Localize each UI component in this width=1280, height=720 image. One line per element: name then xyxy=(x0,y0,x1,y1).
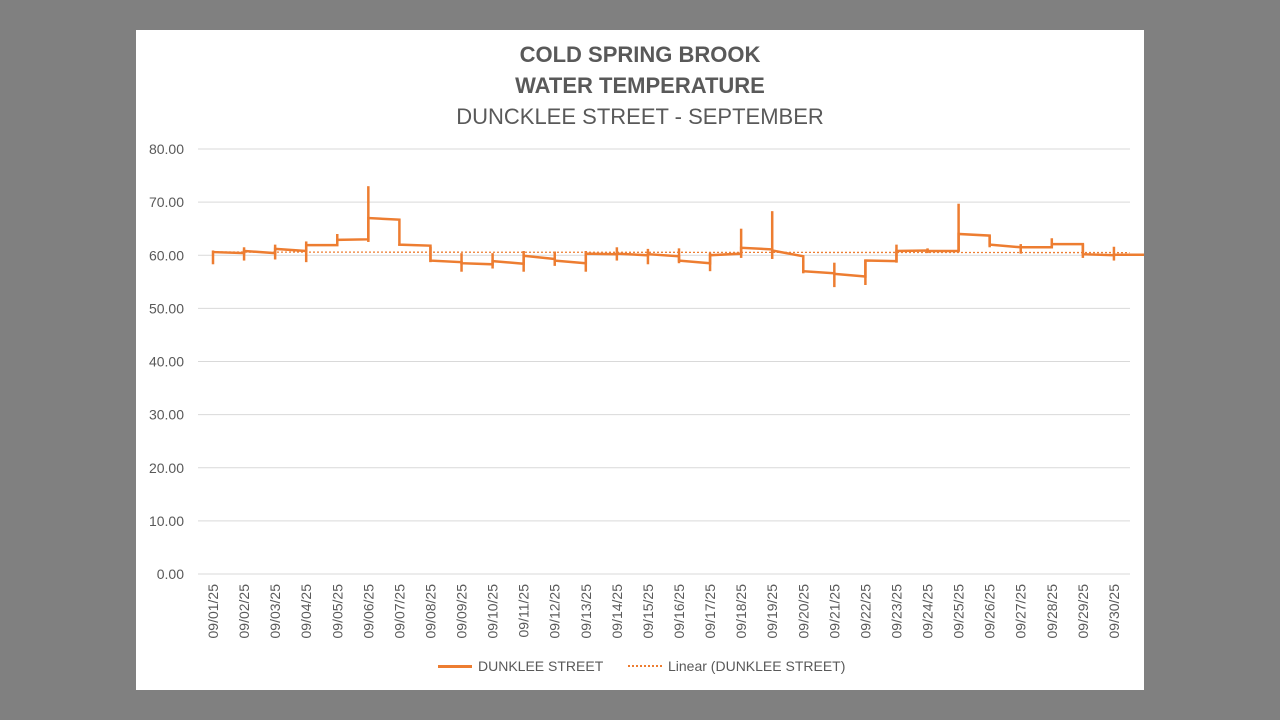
y-tick-label: 10.00 xyxy=(149,513,184,529)
y-tick-label: 20.00 xyxy=(149,460,184,476)
y-tick-label: 70.00 xyxy=(149,194,184,210)
x-tick-label: 09/11/25 xyxy=(516,584,532,638)
x-tick-label: 09/03/25 xyxy=(267,584,283,639)
x-tick-label: 09/28/25 xyxy=(1044,584,1060,639)
chart-title-line2: WATER TEMPERATURE xyxy=(515,73,765,98)
x-tick-label: 09/08/25 xyxy=(422,584,438,639)
legend-swatch-dotted xyxy=(628,665,662,667)
y-tick-label: 0.00 xyxy=(157,566,184,582)
y-tick-label: 50.00 xyxy=(149,300,184,316)
legend-swatch-solid xyxy=(438,664,472,668)
x-tick-label: 09/27/25 xyxy=(1013,584,1029,639)
x-tick-label: 09/19/25 xyxy=(764,584,780,639)
x-tick-label: 09/07/25 xyxy=(391,584,407,639)
legend-label-series: DUNKLEE STREET xyxy=(478,658,604,674)
x-tick-label: 09/15/25 xyxy=(640,584,656,639)
x-tick-label: 09/17/25 xyxy=(702,584,718,639)
x-tick-label: 09/06/25 xyxy=(360,584,376,639)
x-tick-label: 09/21/25 xyxy=(826,584,842,639)
legend-item-trendline: Linear (DUNKLEE STREET) xyxy=(628,658,845,674)
x-tick-label: 09/24/25 xyxy=(920,584,936,639)
x-tick-label: 09/22/25 xyxy=(857,584,873,639)
x-tick-label: 09/29/25 xyxy=(1075,584,1091,639)
x-tick-label: 09/09/25 xyxy=(454,584,470,639)
x-tick-label: 09/12/25 xyxy=(547,584,563,639)
x-tick-label: 09/05/25 xyxy=(329,584,345,639)
chart-card: COLD SPRING BROOK WATER TEMPERATURE DUNC… xyxy=(136,30,1144,690)
legend-label-trendline: Linear (DUNKLEE STREET) xyxy=(668,658,846,674)
x-tick-label: 09/02/25 xyxy=(236,584,252,639)
trendline-linear xyxy=(212,251,1130,254)
x-tick-label: 09/10/25 xyxy=(485,584,501,639)
x-tick-label: 09/20/25 xyxy=(795,584,811,639)
chart-subtitle: DUNCKLEE STREET - SEPTEMBER xyxy=(456,104,824,129)
x-tick-label: 09/04/25 xyxy=(298,584,314,639)
y-tick-label: 30.00 xyxy=(149,407,184,423)
x-tick-label: 09/14/25 xyxy=(609,584,625,639)
x-tick-label: 09/23/25 xyxy=(888,584,904,639)
legend: DUNKLEE STREET Linear (DUNKLEE STREET) xyxy=(136,658,1144,678)
x-tick-label: 09/30/25 xyxy=(1106,584,1122,639)
x-tick-label: 09/25/25 xyxy=(951,584,967,639)
legend-item-series: DUNKLEE STREET xyxy=(438,658,603,674)
y-tick-label: 40.00 xyxy=(149,354,184,370)
y-tick-label: 80.00 xyxy=(149,141,184,157)
y-tick-label: 60.00 xyxy=(149,247,184,263)
plot-area: 0.00 10.00 20.00 30.00 40.00 50.00 60.00 70.00 8… xyxy=(149,141,1144,639)
x-tick-label: 09/16/25 xyxy=(671,584,687,639)
x-tick-label: 09/26/25 xyxy=(982,584,998,639)
x-tick-label: 09/01/25 xyxy=(205,584,221,639)
chart-title-line1: COLD SPRING BROOK xyxy=(519,42,761,67)
series-line-dunklee-street xyxy=(212,216,1144,278)
x-tick-label: 09/13/25 xyxy=(578,584,594,639)
x-tick-label: 09/18/25 xyxy=(733,584,749,639)
